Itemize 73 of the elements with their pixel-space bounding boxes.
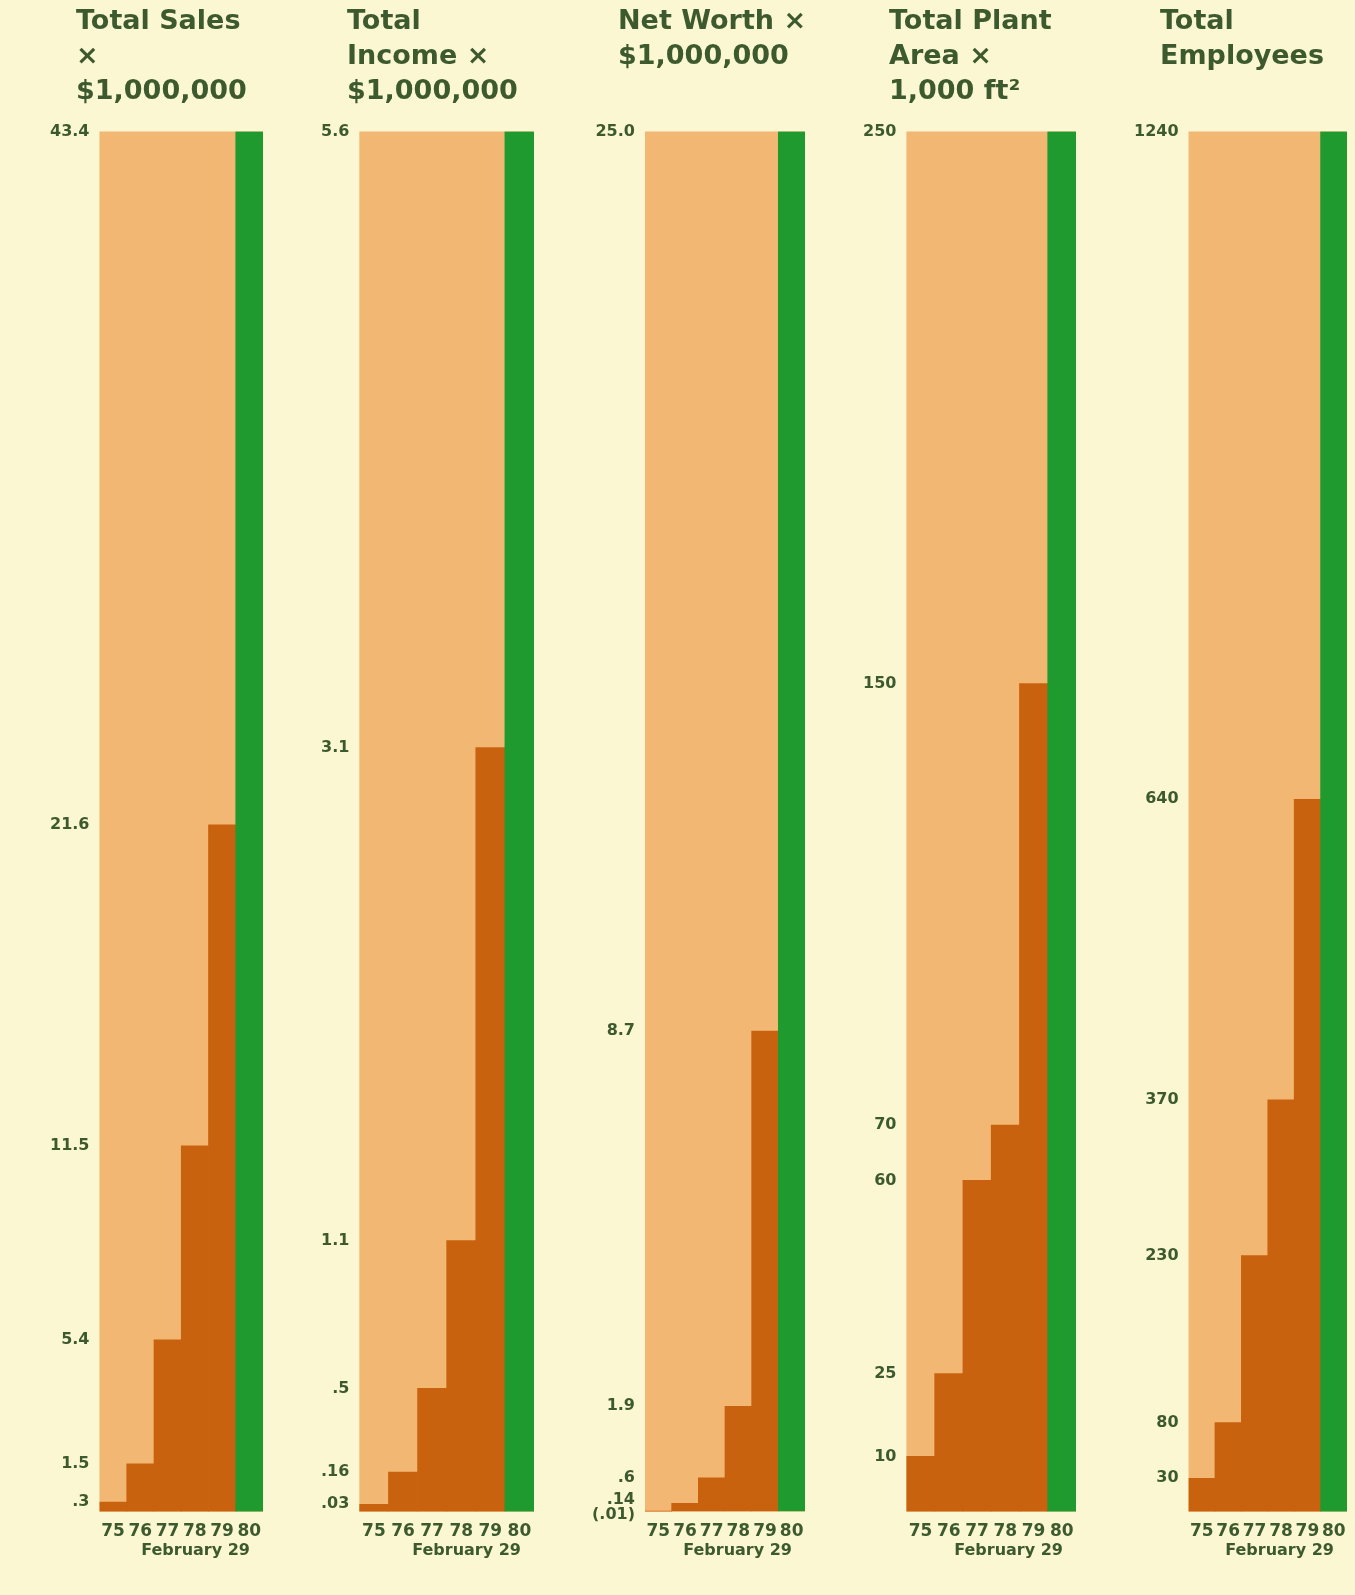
x-tick-label: 79 <box>210 1520 234 1541</box>
x-tick-label: 80 <box>237 1520 262 1541</box>
bar <box>1320 131 1347 1512</box>
x-tick-label: 80 <box>507 1520 532 1541</box>
y-tick-label: 25 <box>874 1362 897 1382</box>
y-tick-label: 5.4 <box>61 1329 90 1349</box>
x-tick-label: 80 <box>1321 1520 1346 1541</box>
x-tick-label: 76 <box>673 1520 697 1541</box>
chart-title: Total Plant Area × 1,000 ft² <box>889 3 1053 107</box>
text: February 29 <box>411 1540 521 1559</box>
y-tick-label: 21.6 <box>49 813 90 833</box>
x-tick-label: 76 <box>1216 1520 1240 1541</box>
y-tick-label: 640 <box>1145 788 1179 808</box>
x-tick-label: 78 <box>993 1520 1018 1541</box>
y-tick-label: 10 <box>874 1445 897 1465</box>
text: February 29 <box>1224 1540 1334 1559</box>
y-tick-label: 1240 <box>1134 120 1179 140</box>
x-tick-label: 75 <box>1189 1520 1214 1541</box>
x-tick-label: 80 <box>779 1520 804 1541</box>
x-tick-label: 78 <box>449 1520 474 1541</box>
y-tick-label: 30 <box>1156 1467 1179 1487</box>
x-tick-label: 77 <box>155 1520 180 1541</box>
x-tick-label: 79 <box>1295 1520 1320 1541</box>
x-tick-label: 75 <box>362 1520 386 1541</box>
x-tick-label: 78 <box>726 1520 751 1541</box>
chart-title: Total Income × $1,000,000 <box>347 3 519 107</box>
bar <box>504 131 534 1512</box>
y-tick-label: .03 <box>321 1493 350 1513</box>
y-tick-label: 60 <box>874 1169 897 1189</box>
y-tick-label: .16 <box>321 1461 350 1481</box>
y-tick-label: 1.5 <box>61 1453 90 1473</box>
y-tick-label: .5 <box>332 1377 350 1397</box>
y-tick-label: 3.1 <box>321 736 350 756</box>
y-tick-label: 1.9 <box>606 1395 635 1415</box>
x-tick-label: 76 <box>936 1520 961 1541</box>
y-tick-label: .3 <box>72 1491 90 1511</box>
y-tick-label: 43.4 <box>49 120 90 140</box>
y-tick-label: 25.0 <box>595 120 635 140</box>
x-tick-label: 78 <box>1269 1520 1293 1541</box>
y-tick-label: 370 <box>1145 1088 1179 1108</box>
text: February 29 <box>140 1540 250 1559</box>
chart-title: Total Sales × $1,000,000 <box>76 3 248 107</box>
bar <box>778 131 805 1512</box>
y-tick-label: 250 <box>862 120 897 140</box>
y-tick-label: 150 <box>862 672 897 692</box>
y-tick-label: 230 <box>1145 1244 1179 1264</box>
x-tick-label: 80 <box>1050 1520 1074 1541</box>
x-tick-label: 79 <box>1021 1520 1046 1541</box>
x-tick-label: 77 <box>965 1520 989 1541</box>
x-tick-label: 78 <box>183 1520 207 1541</box>
x-tick-label: 76 <box>391 1520 415 1541</box>
x-tick-label: 75 <box>101 1520 125 1541</box>
y-tick-label: 8.7 <box>606 1020 635 1040</box>
x-tick-label: 77 <box>1242 1520 1267 1541</box>
text: February 29 <box>953 1540 1063 1559</box>
x-tick-label: 75 <box>646 1520 671 1541</box>
chart-title: Total Employees <box>1160 3 1325 72</box>
x-tick-label: 75 <box>908 1520 933 1541</box>
bar <box>1047 131 1076 1512</box>
y-tick-label: 70 <box>874 1114 897 1134</box>
bar <box>235 131 263 1512</box>
x-tick-label: 79 <box>753 1520 777 1541</box>
x-tick-label: 79 <box>478 1520 503 1541</box>
x-tick-label: 77 <box>699 1520 724 1541</box>
y-tick-label: .6 <box>617 1467 635 1487</box>
y-tick-label: 80 <box>1156 1411 1179 1431</box>
y-tick-label: 11.5 <box>49 1135 90 1155</box>
text: February 29 <box>682 1540 792 1559</box>
x-tick-label: 77 <box>420 1520 444 1541</box>
x-tick-label: 76 <box>128 1520 153 1541</box>
y-tick-label: 5.6 <box>321 120 350 140</box>
chart-title: Net Worth × $1,000,000 <box>618 3 808 72</box>
y-tick-label: 1.1 <box>321 1229 350 1249</box>
